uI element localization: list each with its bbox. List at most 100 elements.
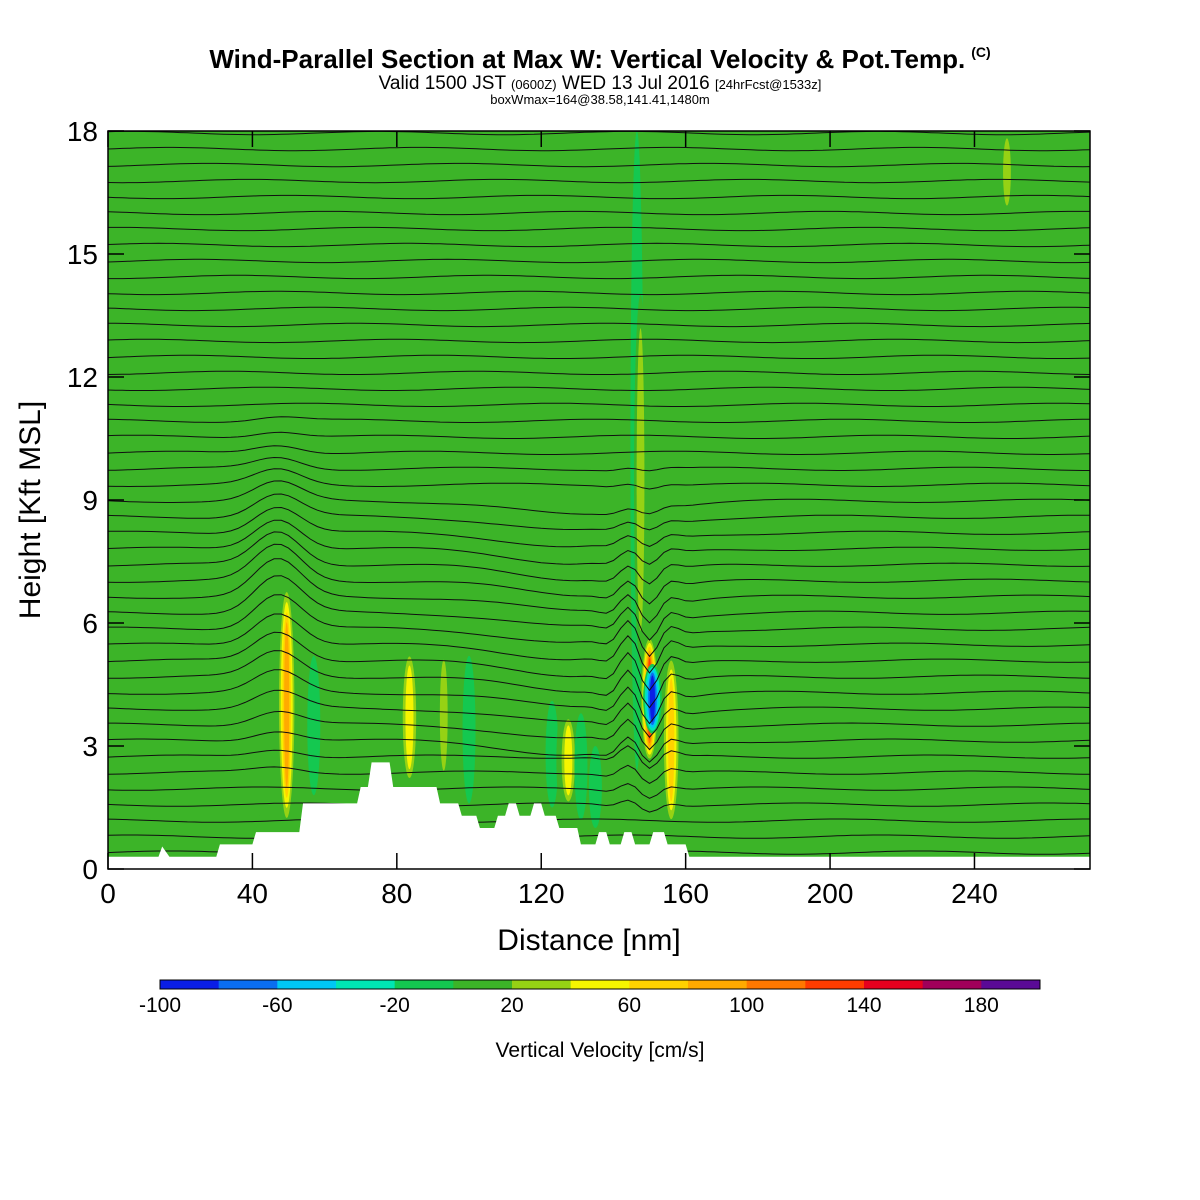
velocity-streak xyxy=(830,131,841,541)
theta-contour-line xyxy=(108,506,1090,548)
y-axis-label: Height [Kft MSL] xyxy=(14,401,47,619)
velocity-streak xyxy=(945,131,971,459)
y-tick-label: 3 xyxy=(82,731,98,762)
velocity-streak xyxy=(534,131,545,500)
velocity-cell xyxy=(588,746,602,828)
valid-date: WED 13 Jul 2016 xyxy=(561,73,710,94)
theta-contour-line xyxy=(108,290,1090,296)
velocity-streak xyxy=(884,131,903,500)
velocity-cell xyxy=(426,651,440,787)
y-tick-label: 6 xyxy=(82,608,98,639)
velocity-streak xyxy=(775,131,802,582)
valid-time-local: Valid 1500 JST xyxy=(378,73,506,94)
copyright-mark: (C) xyxy=(971,44,991,60)
theta-contour-line xyxy=(108,306,1090,312)
velocity-cell xyxy=(284,622,290,788)
theta-contour-line xyxy=(108,650,1090,709)
theta-contour-line xyxy=(108,162,1090,168)
colorbar-swatch xyxy=(981,980,1041,989)
colorbar-swatch xyxy=(277,980,337,989)
theta-contour-line xyxy=(108,519,1090,565)
colorbar-swatch xyxy=(336,980,396,989)
theta-contour-line xyxy=(108,731,1090,763)
velocity-cell xyxy=(405,665,414,770)
theta-contour-line xyxy=(108,710,1090,751)
colorbar-swatch xyxy=(160,980,220,989)
y-tick-label: 18 xyxy=(67,116,98,147)
velocity-cell xyxy=(574,713,588,820)
velocity-background xyxy=(108,131,1090,869)
theta-contour-line xyxy=(108,146,1090,152)
colorbar-swatch xyxy=(570,980,630,989)
theta-contour-line xyxy=(108,531,1090,585)
theta-contour-line xyxy=(108,745,1090,770)
x-tick-label: 240 xyxy=(951,878,998,909)
y-tick-label: 15 xyxy=(67,239,98,270)
colorbar-swatch xyxy=(746,980,806,989)
colorbar-swatch xyxy=(453,980,513,989)
theta-contour-line xyxy=(108,386,1090,391)
colorbar-tick-label: 20 xyxy=(500,994,523,1017)
velocity-cell xyxy=(545,700,559,808)
theta-contour-line xyxy=(108,558,1090,624)
terrain-mask xyxy=(108,762,1090,869)
theta-contour-line xyxy=(108,322,1090,328)
theta-contour-line xyxy=(108,445,1090,455)
colorbar-tick-label: 100 xyxy=(729,994,764,1017)
velocity-cell xyxy=(636,328,645,631)
theta-contours xyxy=(108,131,1090,855)
theta-contour-line xyxy=(108,575,1090,641)
colorbar-swatch xyxy=(922,980,982,989)
theta-contour-line xyxy=(108,370,1090,375)
theta-contour-line xyxy=(108,613,1090,674)
chart-title: Wind-Parallel Section at Max W: Vertical… xyxy=(0,44,1200,75)
theta-contour-line xyxy=(108,131,1090,136)
theta-contour-line xyxy=(108,402,1090,407)
colorbar-tick-label: 180 xyxy=(964,994,999,1017)
theta-contour-line xyxy=(108,818,1090,823)
theta-contour-line xyxy=(108,764,1090,784)
forecast-info: [24hrFcst@1533z] xyxy=(714,77,822,92)
x-tick-label: 200 xyxy=(807,878,854,909)
colorbar-label: Vertical Velocity [cm/s] xyxy=(496,1039,705,1062)
colorbar-tick-label: -20 xyxy=(379,994,409,1017)
chart-title-main: Wind-Parallel Section at Max W: Vertical… xyxy=(209,44,966,74)
velocity-streak xyxy=(187,131,206,541)
theta-contour-line xyxy=(108,354,1090,359)
theta-contour-line xyxy=(108,226,1090,232)
y-tick-label: 12 xyxy=(67,362,98,393)
colorbar-swatch xyxy=(629,980,689,989)
theta-contour-line xyxy=(108,194,1090,200)
velocity-cell xyxy=(249,672,263,828)
velocity-cell xyxy=(307,655,321,796)
velocity-cell xyxy=(439,659,448,771)
colorbar-frame xyxy=(159,979,1041,990)
velocity-streak xyxy=(505,131,531,541)
colorbar-swatch xyxy=(864,980,924,989)
x-tick-label: 0 xyxy=(100,878,116,909)
velocity-cell xyxy=(649,675,655,723)
theta-contour-line xyxy=(108,338,1090,344)
velocity-cell xyxy=(564,725,573,796)
colorbar-swatch xyxy=(805,980,865,989)
x-tick-label: 40 xyxy=(237,878,268,909)
velocity-streak xyxy=(721,131,740,459)
theta-contour-line xyxy=(108,416,1090,423)
theta-contour-line xyxy=(108,431,1090,439)
theta-contour-line xyxy=(108,178,1090,184)
x-tick-label: 160 xyxy=(662,878,709,909)
theta-contour-line xyxy=(108,242,1090,248)
velocity-streak xyxy=(331,131,343,459)
theta-contour-line xyxy=(108,210,1090,216)
x-axis-label: Distance [nm] xyxy=(497,924,680,957)
theta-contour-line xyxy=(108,456,1090,472)
theta-contour-line xyxy=(108,258,1090,264)
velocity-streak xyxy=(1039,131,1051,582)
colorbar-tick-label: -100 xyxy=(139,994,181,1017)
theta-contour-line xyxy=(108,631,1090,692)
colorbar-tick-label: -60 xyxy=(262,994,292,1017)
theta-contour-line xyxy=(108,480,1090,515)
theta-contour-line xyxy=(108,799,1090,813)
